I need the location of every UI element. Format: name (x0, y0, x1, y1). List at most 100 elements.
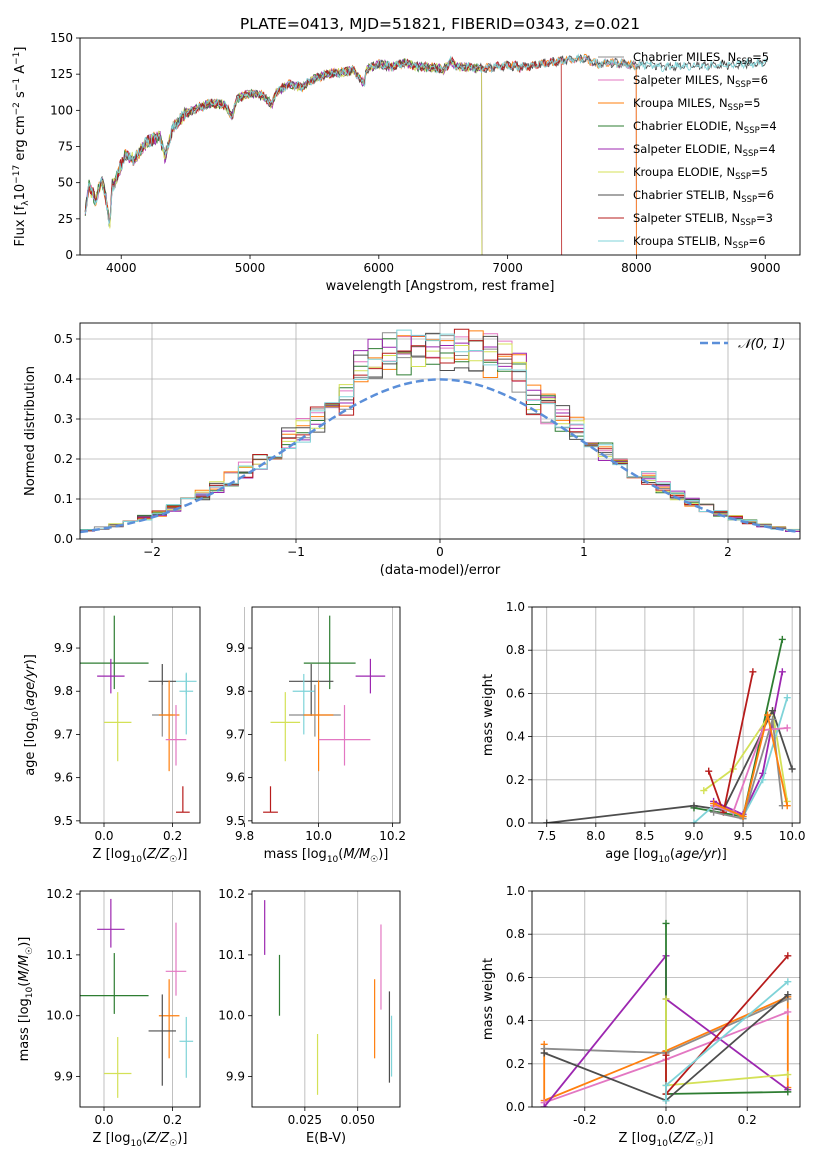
x-tick-label: 0.050 (341, 1113, 375, 1127)
y-ticks: 9.9 10.0 10.1 10.2 (218, 887, 252, 1084)
x-tick-label: 5000 (235, 261, 266, 275)
error-bars (264, 900, 393, 1095)
mass-weight-marker (778, 635, 786, 643)
y-tick-label: 9.8 (226, 684, 245, 698)
legend-label: Chabrier ELODIE, NSSP=4 (633, 119, 777, 136)
mass-weight-marker (662, 1097, 670, 1105)
mass-weight-marker (788, 765, 796, 773)
x-tick-label: 10.2 (379, 829, 406, 843)
y-tick-label: 9.7 (226, 727, 245, 741)
y-tick-label: 0.8 (506, 927, 525, 941)
legend-label: Kroupa ELODIE, NSSP=5 (633, 165, 768, 182)
spectrum-title: PLATE=0413, MJD=51821, FIBERID=0343, z=0… (240, 15, 640, 33)
axes-frame (531, 606, 801, 824)
x-ticks: -0.2 0.0 0.2 (573, 1107, 757, 1127)
spectrum-lines (84, 53, 768, 255)
mass-weight-marker (662, 919, 670, 927)
x-tick-label: 0.2 (163, 1113, 182, 1127)
y-ticks: 9.5 9.6 9.7 9.8 9.9 (54, 641, 80, 828)
mass-weight-marker (540, 1049, 548, 1057)
x-tick-label: -0.2 (573, 1113, 596, 1127)
x-ticks: 0.0 0.2 (94, 823, 182, 843)
legend-label: Kroupa STELIB, NSSP=6 (633, 234, 765, 251)
mass-weight-series (665, 955, 789, 1097)
x-tick-label: 2 (724, 545, 732, 559)
y-tick-label: 25 (58, 212, 73, 226)
axes-frame (531, 890, 801, 1108)
x-ticks: 0.0 0.2 (94, 1107, 182, 1127)
legend-label: Chabrier STELIB, NSSP=6 (633, 188, 774, 205)
mass-weight-series (707, 671, 754, 816)
mass-weight-marker (690, 802, 698, 810)
y-tick-label: 9.9 (226, 641, 245, 655)
age-vs-mass-panel: 9.8 10.0 10.2 9.5 9.6 9.7 9.8 9.9 mass [log10(M/… (226, 606, 406, 865)
x-axis-label: Z [log10(Z/Z☉)] (93, 847, 188, 865)
y-tick-label: 10.1 (46, 948, 73, 962)
y-ticks: 9.5 9.6 9.7 9.8 9.9 (226, 641, 252, 828)
y-ticks: 0.0 0.2 0.4 0.6 0.8 1.0 (506, 600, 532, 830)
mass-weight-vs-metallicity-panel: -0.2 0.0 0.2 0.0 0.2 0.4 0.6 0.8 1.0 Z [log10(Z/Z… (481, 884, 801, 1149)
y-tick-label: 0.2 (506, 1057, 525, 1071)
mass-weight-marker (769, 715, 777, 723)
y-ticks: 0.0 0.1 0.2 0.3 0.4 0.5 (54, 332, 80, 546)
mass-weight-marker (543, 819, 551, 823)
x-axis-label: Z [log10(Z/Z☉)] (93, 1131, 188, 1149)
mass-weight-marker (783, 802, 791, 810)
x-tick-label: 0.2 (163, 829, 182, 843)
mass-weight-marker (759, 776, 767, 784)
axes-frame (79, 606, 201, 824)
mass-weight-marker (710, 800, 718, 808)
mass-weight-series (703, 708, 789, 802)
x-axis-label: Z [log10(Z/Z☉)] (619, 1131, 714, 1149)
y-tick-label: 0.2 (54, 452, 73, 466)
y-ticks: 0 25 50 75 100 125 150 (50, 31, 80, 262)
spectrum-panel: 4000 5000 6000 7000 8000 9000 0 25 50 75 100 125 150… (12, 31, 801, 294)
y-axis-label: mass weight (481, 674, 496, 756)
y-tick-label: 50 (58, 176, 73, 190)
x-tick-label: 8.5 (635, 829, 654, 843)
spectrum-series-line (84, 60, 483, 255)
spectrum-legend: Chabrier MILES, NSSP=5 Salpeter MILES, NS… (598, 50, 777, 251)
x-ticks: 0.025 0.050 (288, 1107, 375, 1127)
x-axis-label: mass [log10(M/M☉)] (264, 847, 389, 865)
y-tick-label: 1.0 (506, 884, 525, 898)
x-tick-label: 7000 (492, 261, 523, 275)
mass-weight-series (713, 714, 789, 818)
x-axis-label: age [log10(age/yr)] (605, 847, 727, 865)
spectrum-series-line (84, 53, 637, 255)
x-axis-label: E(B-V) (306, 1131, 346, 1146)
mass-weight-marker (662, 1051, 670, 1059)
mass-weight-marker (710, 808, 718, 816)
y-tick-label: 10.0 (46, 1009, 73, 1023)
y-tick-label: 10.0 (218, 1009, 245, 1023)
mass-weight-lines (540, 919, 792, 1107)
mass-weight-marker (784, 991, 792, 999)
normal-reference-curve (80, 378, 800, 534)
x-tick-label: 10.0 (779, 829, 806, 843)
y-tick-label: 9.5 (226, 814, 245, 828)
mass-weight-marker (784, 1088, 792, 1096)
mass-weight-vs-age-panel: 7.5 8.0 8.5 9.0 9.5 10.0 0.0 0.2 0.4 0.6 0.8 1.0 age… (481, 600, 806, 865)
y-tick-label: 0.3 (54, 412, 73, 426)
x-tick-label: 1 (580, 545, 588, 559)
histogram-series (80, 329, 800, 533)
y-axis-label: mass [log10(M/M☉)] (17, 937, 35, 1062)
x-tick-label: 10.0 (305, 829, 332, 843)
y-tick-label: 9.8 (54, 684, 73, 698)
y-tick-label: 10.2 (218, 887, 245, 901)
legend-label: Salpeter MILES, NSSP=6 (633, 73, 768, 90)
y-tick-label: 1.0 (506, 600, 525, 614)
y-axis-label: Flux [fλ10−17 erg cm−2 s−1 A−1] (12, 47, 31, 247)
y-tick-label: 9.7 (54, 727, 73, 741)
mass-weight-marker (769, 707, 777, 715)
mass-weight-marker (783, 694, 791, 702)
x-tick-label: 6000 (364, 261, 395, 275)
mass-weight-marker (690, 819, 698, 823)
x-tick-label: 0.2 (738, 1113, 757, 1127)
x-tick-label: 0.025 (288, 1113, 322, 1127)
y-tick-label: 10.1 (218, 948, 245, 962)
axes-frame (79, 890, 201, 1108)
y-tick-label: 125 (50, 67, 73, 81)
mass-weight-marker (662, 1081, 670, 1089)
